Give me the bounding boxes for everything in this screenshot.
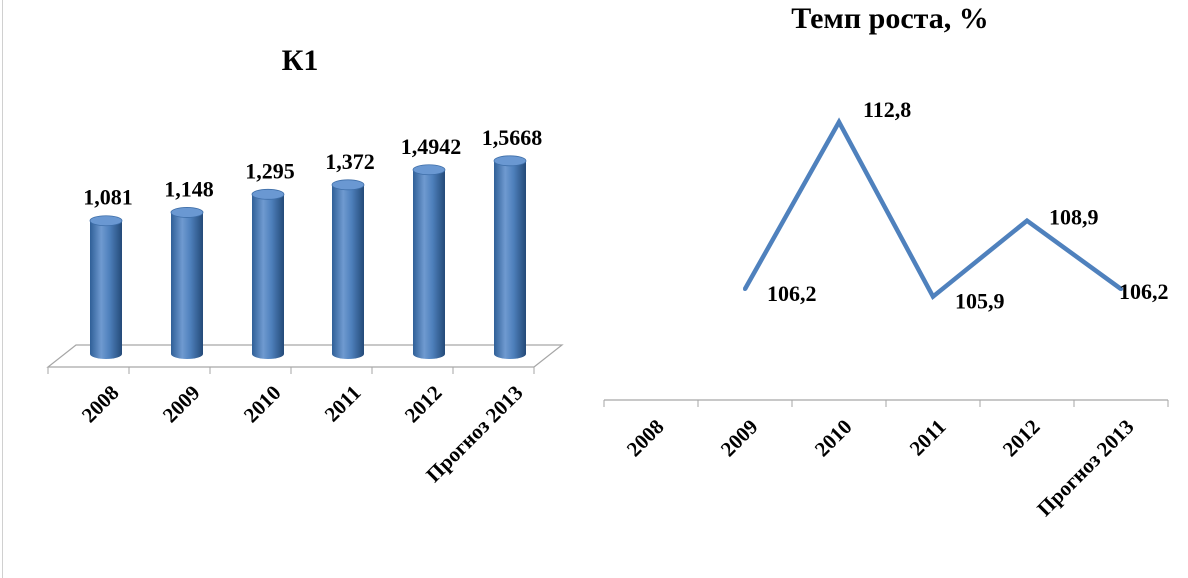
k1-bar-1: [170, 207, 204, 359]
growth-point-4: [1025, 218, 1029, 223]
growth-chart-title: Темп роста, %: [791, 2, 989, 35]
page-left-border: [2, 0, 3, 578]
k1-value-label-0: 1,081: [83, 185, 133, 210]
k1-category-label-2: 2010: [239, 381, 286, 428]
growth-value-label-1: 106,2: [767, 281, 817, 306]
k1-value-label-2: 1,295: [245, 158, 295, 183]
growth-category-label-2: 2010: [810, 415, 857, 462]
k1-category-label-0: 2008: [77, 381, 124, 428]
growth-point-1: [743, 287, 747, 291]
growth-value-label-5: 106,2: [1119, 279, 1169, 304]
k1-bar-5: [493, 155, 527, 359]
k1-bar-0: [89, 215, 123, 359]
k1-floor: [46, 344, 564, 368]
growth-category-label-5: Прогноз 2013: [1032, 415, 1138, 521]
growth-category-label-3: 2011: [905, 415, 951, 461]
k1-bar-chart: 1,081 2008 1,148 2009 1,295 2010 1,372 2011 1,49…: [46, 125, 564, 487]
growth-category-label-0: 2008: [622, 415, 669, 462]
growth-category-label-4: 2012: [998, 415, 1045, 462]
k1-bar-3: [331, 179, 365, 359]
k1-value-label-4: 1,4942: [401, 134, 462, 159]
k1-category-label-3: 2011: [320, 381, 366, 427]
k1-bar-2: [251, 188, 285, 359]
growth-point-3: [931, 294, 935, 299]
k1-value-label-1: 1,148: [164, 176, 214, 201]
k1-category-label-4: 2012: [400, 381, 447, 428]
growth-value-label-3: 105,9: [955, 289, 1005, 314]
k1-bar-4: [412, 164, 446, 359]
k1-value-label-3: 1,372: [325, 149, 375, 174]
growth-line-chart: 106,2 112,8 105,9 108,9 106,2 2008 2009 2010 201…: [603, 97, 1169, 521]
growth-value-label-2: 112,8: [863, 97, 911, 122]
k1-category-label-1: 2009: [158, 381, 205, 428]
growth-category-label-1: 2009: [716, 415, 763, 462]
growth-point-2: [837, 120, 841, 125]
growth-value-label-4: 108,9: [1049, 205, 1099, 230]
growth-point-5: [1119, 287, 1123, 291]
k1-chart-title: К1: [281, 44, 319, 77]
k1-value-label-5: 1,5668: [482, 125, 543, 150]
